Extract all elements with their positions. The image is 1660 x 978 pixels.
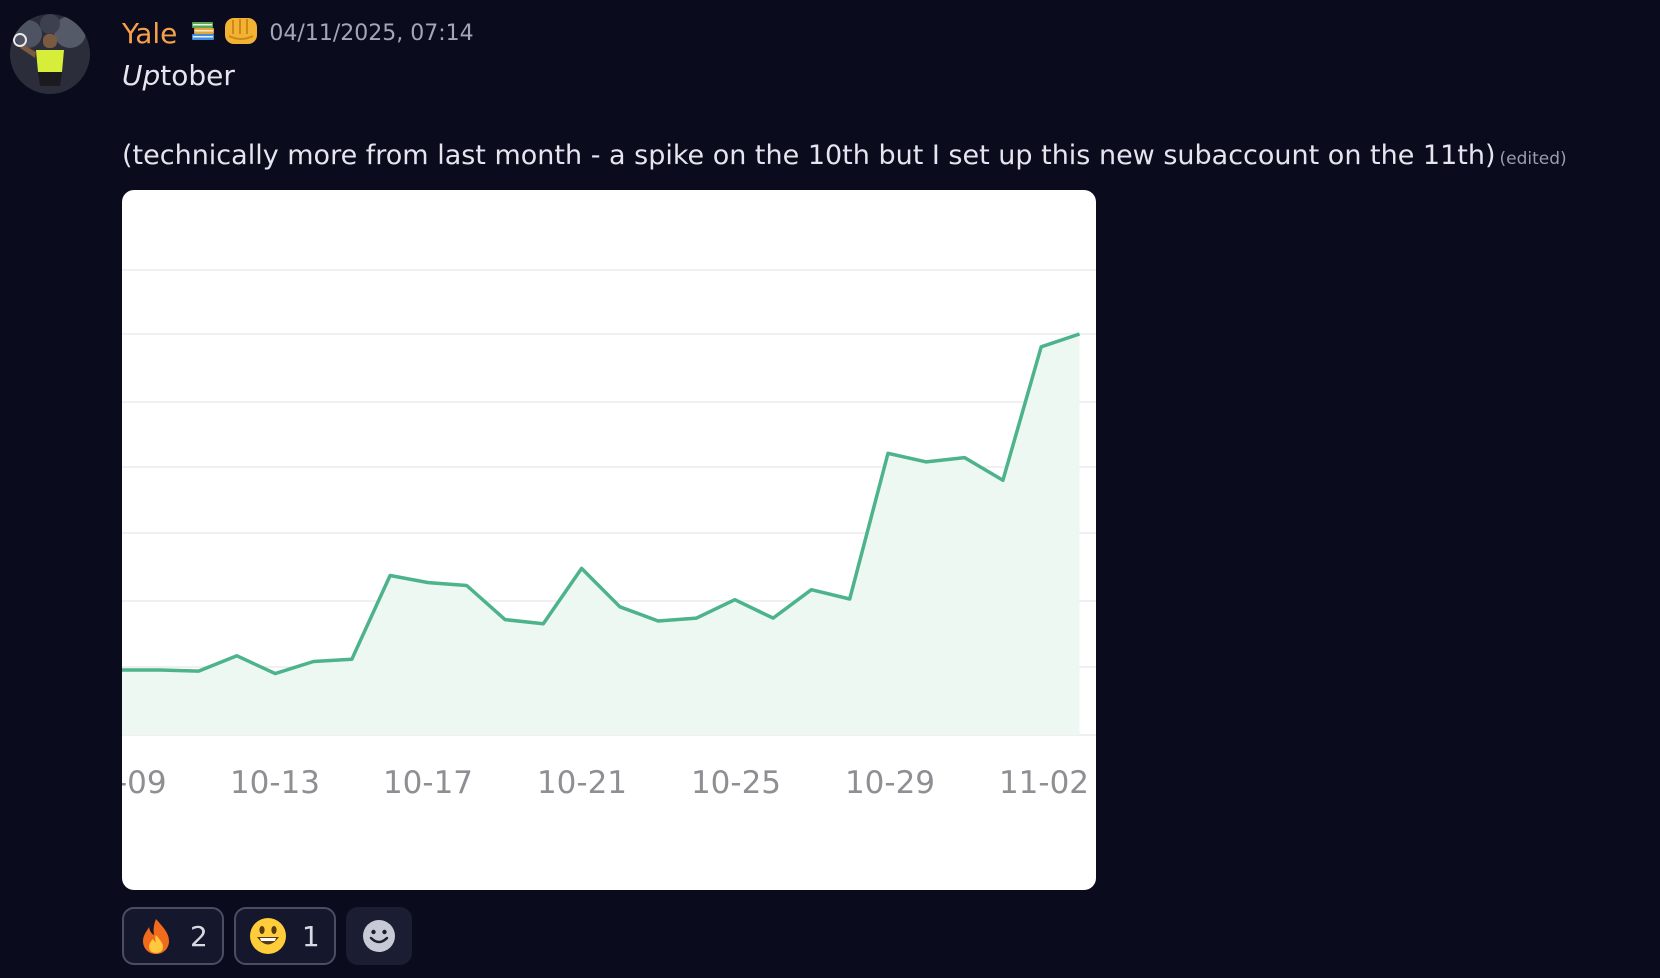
smiley-emoji-icon [249,918,286,954]
reaction-fire[interactable]: 2 [122,907,224,965]
x-tick-label: 10-29 [845,765,935,801]
chart-series-line [122,332,1081,676]
author-username[interactable]: Yale [122,16,178,50]
line-chart: -09 10-13 10-17 10-21 10-25 10-29 11-02 [122,269,1096,801]
message-header: Yale [122,12,1567,54]
x-tick-label: 10-25 [691,765,781,801]
x-tick-label: 10-21 [537,765,627,801]
add-reaction-icon [362,920,395,952]
message-italic-text: Up [122,59,161,92]
add-reaction-button[interactable] [345,907,412,965]
reaction-count: 2 [190,919,208,953]
image-attachment[interactable]: -09 10-13 10-17 10-21 10-25 10-29 11-02 [122,190,1096,890]
x-tick-label: 10-17 [383,765,473,801]
x-tick-label: -09 [122,765,167,801]
fist-emoji-icon [221,14,261,52]
message-regular-text: tober [160,59,235,92]
x-tick-label: 10-13 [230,765,320,801]
author-avatar[interactable] [10,14,90,94]
fire-emoji-icon [143,919,169,954]
books-emoji-icon [189,17,217,49]
chart-area-fill [122,334,1080,735]
avatar-image [10,14,90,94]
reaction-smiley[interactable]: 1 [233,907,336,965]
message-timestamp: 04/11/2025, 07:14 [269,20,474,46]
chat-message: Yale [122,12,1567,179]
x-tick-label: 11-02 [999,765,1089,801]
edited-label: (edited) [1499,149,1567,169]
message-body-text: (technically more from last month - a sp… [122,140,1496,171]
reaction-bar: 2 1 [122,907,412,965]
author-badges [185,14,261,52]
reaction-count: 1 [301,919,320,953]
chart-x-ticks: -09 10-13 10-17 10-21 10-25 10-29 11-02 [122,765,1089,801]
message-line-2: (technically more from last month - a sp… [122,136,1567,179]
message-line-1: Uptober [122,56,1567,96]
